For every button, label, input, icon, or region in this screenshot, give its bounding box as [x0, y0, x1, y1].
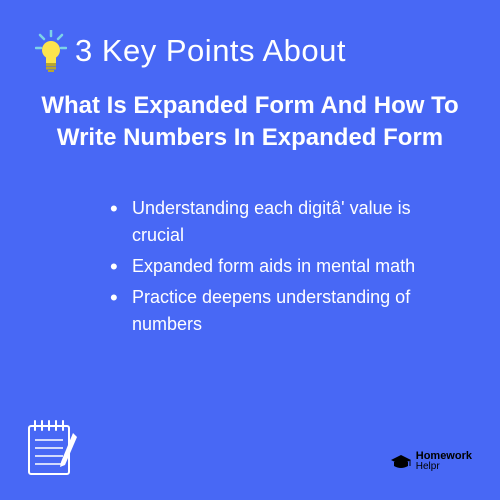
homework-helpr-logo: Homework Helpr — [390, 451, 472, 472]
header: 3 Key Points About — [35, 30, 465, 72]
graduation-cap-icon — [390, 454, 412, 470]
logo-text: Homework Helpr — [416, 451, 472, 472]
list-item: Expanded form aids in mental math — [110, 253, 435, 280]
logo-line2: Helpr — [416, 462, 472, 472]
list-item: Practice deepens understanding of number… — [110, 284, 435, 338]
notepad-icon — [25, 418, 80, 478]
list-item: Understanding each digitâ' value is cruc… — [110, 195, 435, 249]
lightbulb-icon — [35, 30, 67, 72]
points-list: Understanding each digitâ' value is cruc… — [35, 195, 465, 338]
main-title: What Is Expanded Form And How To Write N… — [35, 90, 465, 155]
header-title: 3 Key Points About — [75, 33, 346, 69]
